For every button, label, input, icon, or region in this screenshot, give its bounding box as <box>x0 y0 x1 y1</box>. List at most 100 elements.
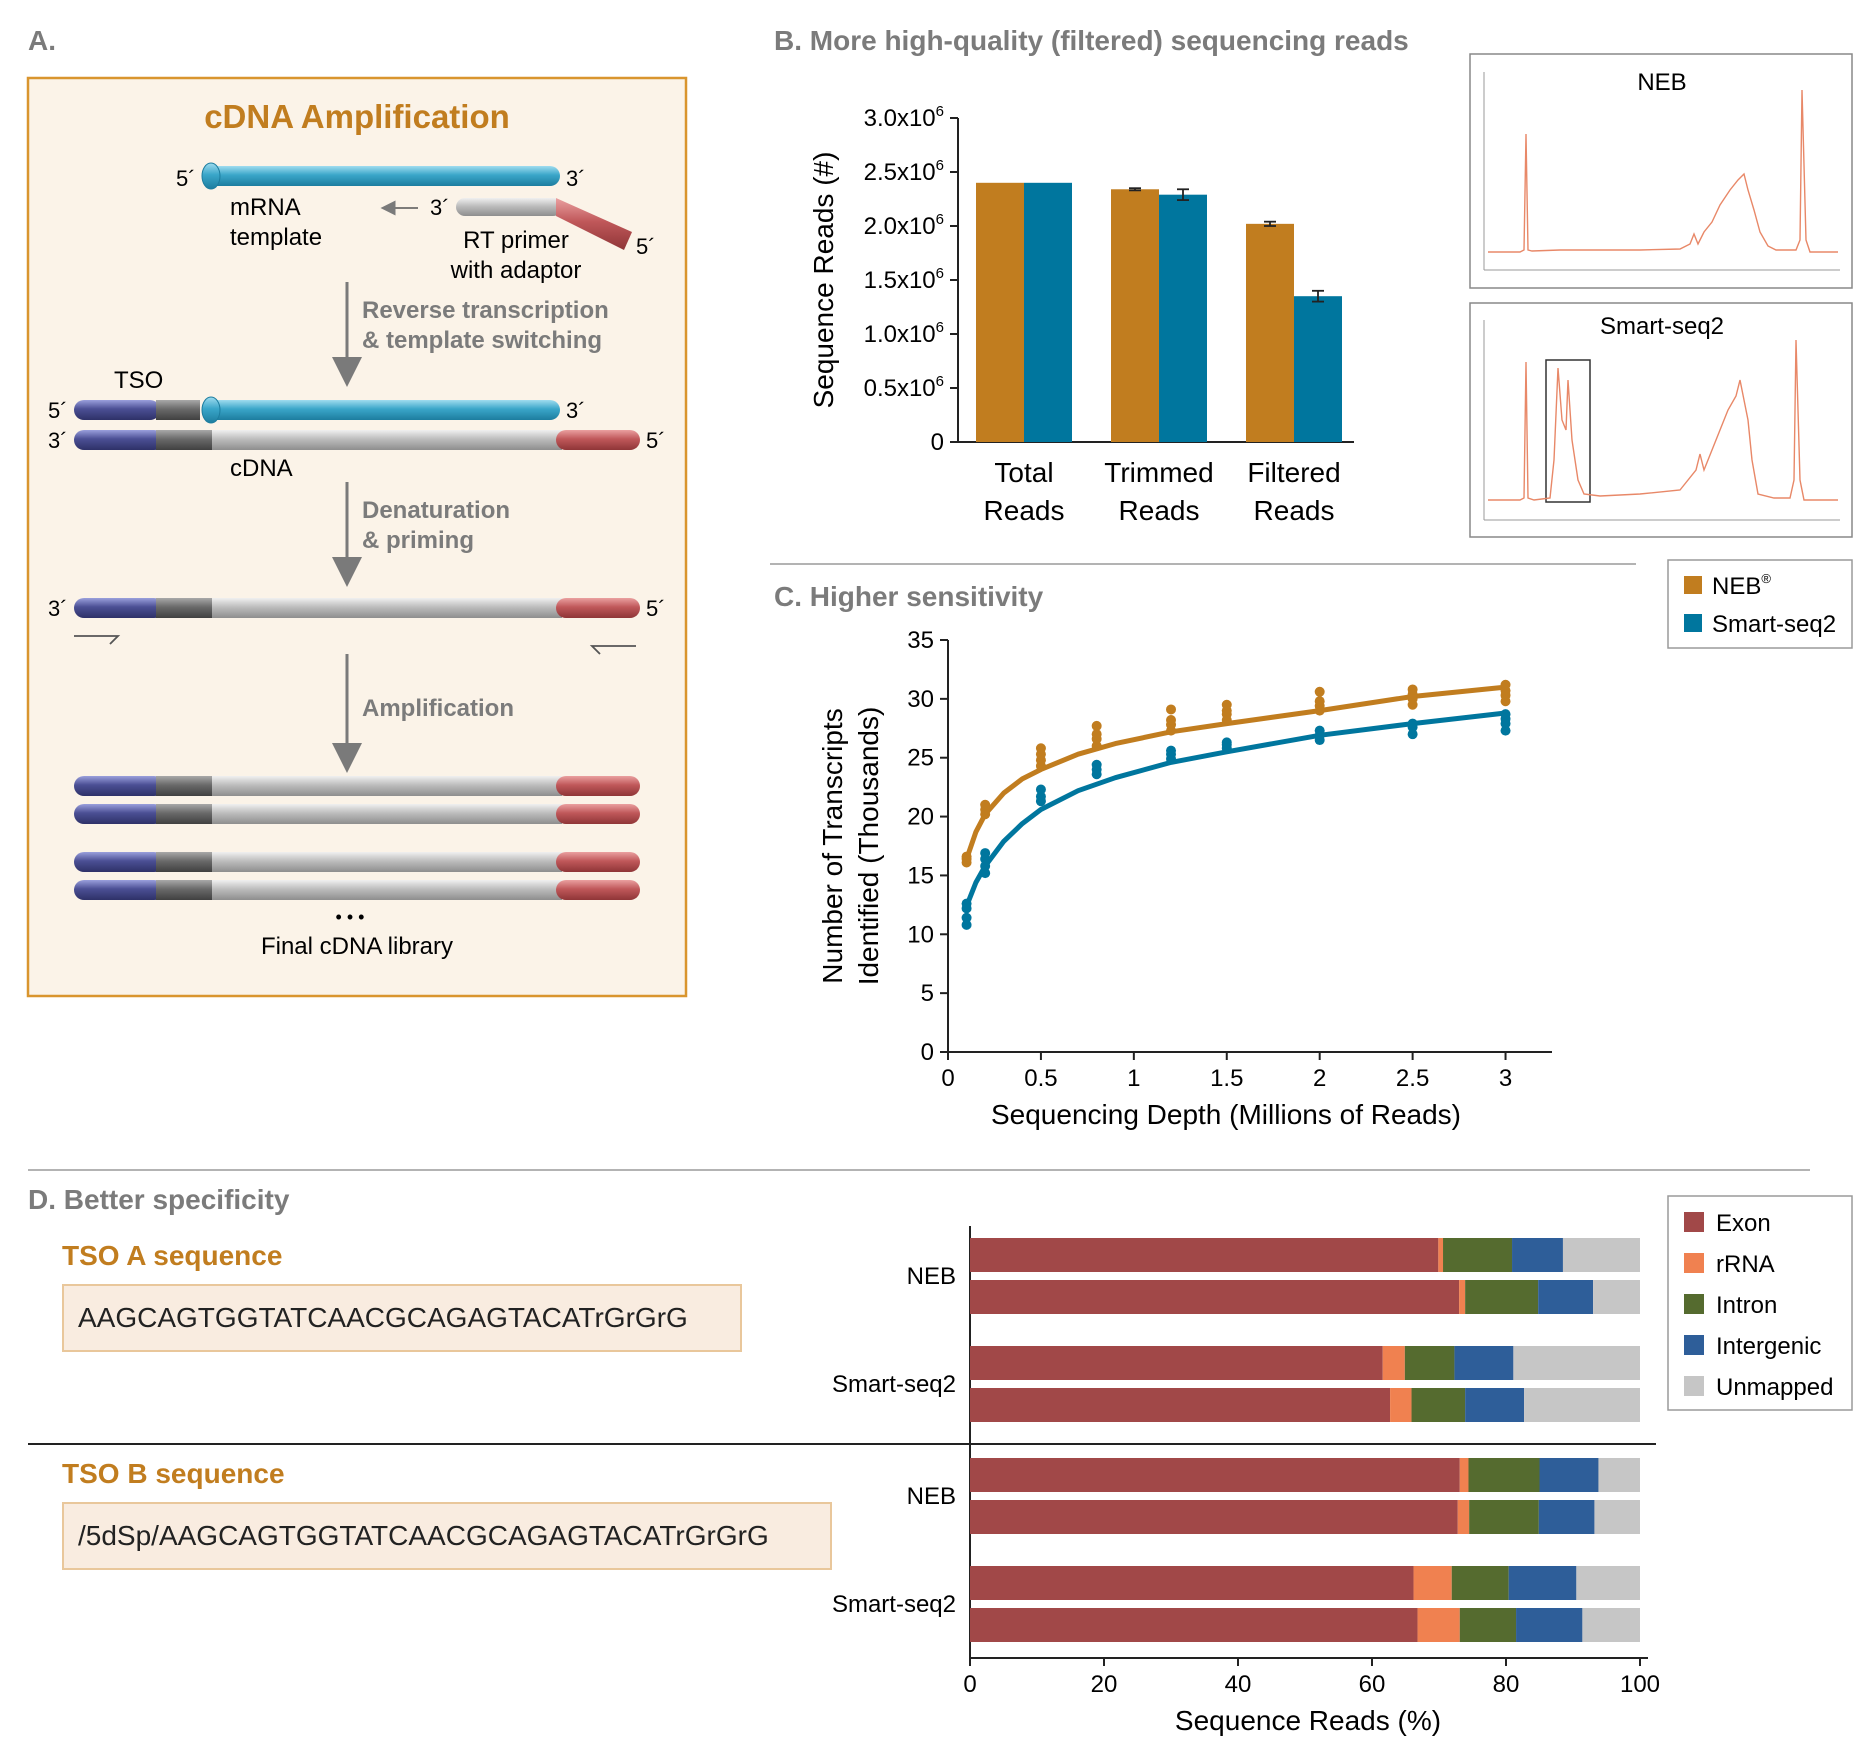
chart-d-segment-rrna <box>1382 1346 1405 1380</box>
chart-d-xtick-label: 60 <box>1359 1671 1386 1698</box>
legend-d-label-rrna: rRNA <box>1716 1251 1775 1278</box>
chart-c-ytick-label: 5 <box>921 980 934 1007</box>
tso-row-3prime-label: 3´ <box>566 398 586 423</box>
chart-c-point <box>1091 740 1102 751</box>
panel-c-header: C. Higher sensitivity <box>774 581 1044 612</box>
chart-c-point <box>1091 729 1102 740</box>
chart-c-point <box>1166 704 1177 715</box>
chart-c-point <box>961 898 972 909</box>
chart-d-segment-rrna <box>1459 1458 1469 1492</box>
chart-b-bar <box>1246 223 1294 442</box>
legend-bc-frame <box>1667 559 1853 649</box>
denat-3prime-label: 3´ <box>48 596 68 621</box>
chart-d-segment-intergenic <box>1512 1238 1563 1272</box>
chart-c-point <box>1407 718 1418 729</box>
chart-c-fit-line-neb <box>964 684 1508 862</box>
chart-d-xtick-label: 100 <box>1620 1671 1660 1698</box>
chart-d-segment-intergenic <box>1454 1346 1514 1380</box>
chart-c-xtick-label: 3 <box>1499 1065 1512 1092</box>
chart-d-xtick-label: 80 <box>1493 1671 1520 1698</box>
chart-c-point <box>1500 709 1511 720</box>
chart-d-segment-intron <box>1465 1280 1539 1314</box>
chart-d-segment-exon <box>970 1500 1458 1534</box>
mrna-hybrid-strand <box>201 396 560 424</box>
rt-3prime-label: 3´ <box>430 195 450 220</box>
chart-d-xlabel: Sequence Reads (%) <box>1175 1705 1441 1736</box>
reverse-primer <box>589 645 636 655</box>
chart-b-bar <box>1159 194 1207 442</box>
chart-c-point <box>980 848 991 859</box>
chart-d-segment-unmapped <box>1576 1566 1640 1600</box>
chart-c-point <box>1500 725 1511 736</box>
mrna-template-strand <box>201 162 560 190</box>
chart-d-segment-unmapped <box>1594 1500 1640 1534</box>
chart-d-group-label: NEB <box>907 1263 956 1290</box>
legend-neb-swatch <box>1684 576 1702 594</box>
chart-c-point <box>1221 737 1232 748</box>
legend-d-label-intergenic: Intergenic <box>1716 1333 1821 1360</box>
inset-smartseq2-highlight-box <box>1545 359 1591 503</box>
library-strand-4 <box>74 880 640 900</box>
chart-c-xtick-label: 0 <box>941 1065 954 1092</box>
chart-c-ytick-label: 10 <box>907 921 934 948</box>
chart-d-xtick-label: 0 <box>963 1671 976 1698</box>
inset-smartseq2-title: Smart-seq2 <box>1600 313 1724 340</box>
chart-b-bar <box>1024 182 1072 443</box>
legend-d-swatch-unmapped <box>1684 1376 1704 1396</box>
inset-smartseq2-trace <box>1488 339 1838 501</box>
chart-c-point <box>961 919 972 930</box>
chart-d-segment-unmapped <box>1593 1280 1640 1314</box>
chart-c-xtick-label: 0.5 <box>1024 1065 1057 1092</box>
legend-d-label-unmapped: Unmapped <box>1716 1374 1833 1401</box>
chart-c-point <box>1035 743 1046 754</box>
chart-c-point <box>1166 745 1177 756</box>
legend-d-label-intron: Intron <box>1716 1292 1777 1319</box>
tso-a-sequence: AAGCAGTGGTATCAACGCAGAGTACATrGrGrG <box>62 1284 742 1352</box>
step1-label-line2: & template switching <box>362 327 602 354</box>
step1-label-line1: Reverse transcription <box>362 297 609 324</box>
chart-d-xtick-label: 20 <box>1091 1671 1118 1698</box>
chart-b-category-label: Reads <box>1119 495 1200 526</box>
cdna-row-3prime-label: 3´ <box>48 428 68 453</box>
tso-b-title: TSO B sequence <box>62 1458 285 1489</box>
chart-c-ytick-label: 20 <box>907 804 934 831</box>
panel-a-frame <box>26 76 688 998</box>
chart-b-ytick-label: 2.0x106 <box>864 211 944 240</box>
legend-neb-mark: ® <box>1761 571 1771 586</box>
library-strand-2 <box>74 804 640 824</box>
legend-smartseq2-label: Smart-seq2 <box>1712 611 1836 638</box>
chart-c-ytick-label: 15 <box>907 862 934 889</box>
mrna-label-line1: mRNA <box>230 194 301 221</box>
library-strand-1 <box>74 776 640 796</box>
chart-d-segment-intergenic <box>1538 1500 1595 1534</box>
chart-d-segment-rrna <box>1413 1566 1452 1600</box>
chart-b-bar <box>976 182 1024 443</box>
chart-d-segment-intron <box>1443 1238 1513 1272</box>
chart-c-xlabel: Sequencing Depth (Millions of Reads) <box>991 1099 1461 1130</box>
ellipsis-dots: • • • <box>336 907 365 927</box>
chart-b-bar <box>1294 296 1342 442</box>
inset-neb: NEB <box>1469 53 1853 289</box>
chart-b-ytick-label: 0.5x106 <box>864 373 944 402</box>
chart-c-ytick-label: 30 <box>907 686 934 713</box>
chart-d-segment-exon <box>970 1458 1460 1492</box>
chart-d-segment-intron <box>1411 1388 1466 1422</box>
chart-c-point <box>980 799 991 810</box>
chart-c-point <box>961 851 972 862</box>
cdna-label: cDNA <box>230 455 293 482</box>
legend-neb-label: NEB® <box>1712 571 1771 600</box>
chart-c-xtick-label: 1 <box>1127 1065 1140 1092</box>
chart-c-xtick-label: 1.5 <box>1210 1065 1243 1092</box>
chart-d-segment-unmapped <box>1524 1388 1640 1422</box>
chart-b-ytick-label: 2.5x106 <box>864 157 944 186</box>
chart-c-ytick-label: 0 <box>921 1039 934 1066</box>
chart-c-point <box>980 861 991 872</box>
chart-d-segment-exon <box>970 1566 1414 1600</box>
cdna-row-5prime-label: 5´ <box>646 428 666 453</box>
chart-d-segment-exon <box>970 1388 1391 1422</box>
chart-d-segment-rrna <box>1457 1500 1470 1534</box>
chart-b: Sequence Reads (#) 0 0.5x106 1.0x106 1.5x10… <box>808 103 1354 526</box>
chart-d-segment-unmapped <box>1598 1458 1640 1492</box>
chart-c-point <box>1091 759 1102 770</box>
chart-c-fit-line-smartseq2 <box>964 710 1508 909</box>
